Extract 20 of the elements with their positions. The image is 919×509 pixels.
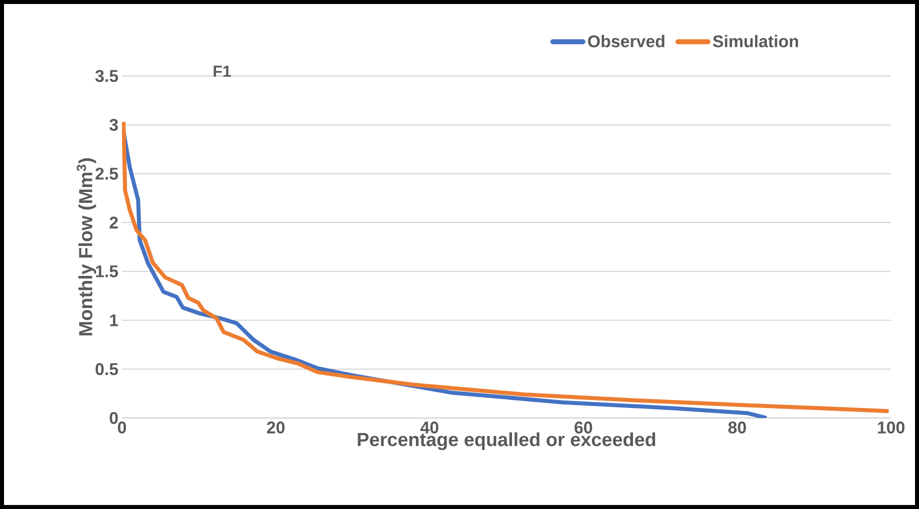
y-tick-label: 1.5: [96, 266, 118, 278]
y-tick-label: 3.5: [95, 70, 118, 82]
x-tick-label: 40: [420, 422, 438, 434]
y-tick-label: 2: [110, 216, 118, 228]
legend-label: Observed: [588, 34, 664, 48]
chart-title: F1: [214, 66, 231, 77]
x-axis-title: Percentage equalled or exceeded: [358, 432, 656, 450]
y-tick-label: 3: [109, 118, 118, 131]
y-tick-label: 2.5: [96, 168, 118, 180]
y-tick-label: 0: [110, 412, 118, 424]
y-tick-label: 1: [110, 314, 118, 326]
y-axis-title: Monthly Flow (Mm$^{3}$): [76, 158, 96, 336]
line-series: [122, 120, 891, 414]
x-tick-label: 60: [574, 422, 592, 434]
x-tick-label: 0: [118, 422, 126, 434]
legend-label: Simulation: [712, 34, 798, 48]
x-tick-label: 100: [878, 422, 904, 434]
x-tick-label: 20: [266, 422, 285, 434]
x-tick-label: 80: [728, 422, 746, 434]
y-tick-label: 0.5: [96, 363, 118, 376]
